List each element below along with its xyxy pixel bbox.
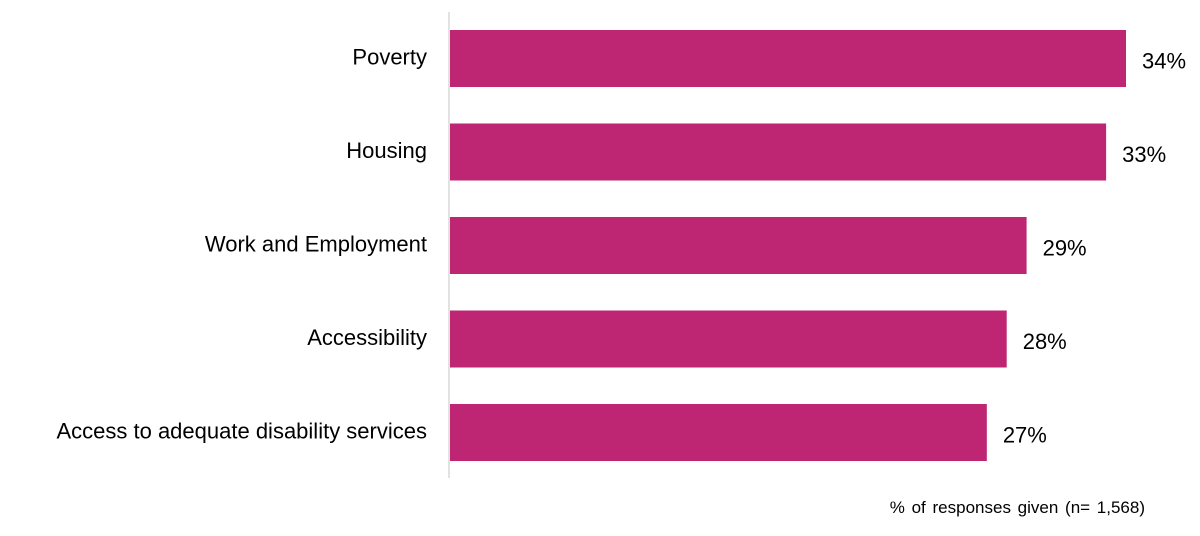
- category-label-1: Housing: [346, 138, 427, 163]
- value-label-4: 27%: [1003, 422, 1047, 447]
- bar-0: [450, 30, 1126, 87]
- value-label-2: 29%: [1043, 235, 1087, 260]
- category-label-3: Accessibility: [307, 325, 427, 350]
- value-label-3: 28%: [1023, 329, 1067, 354]
- bar-2: [450, 217, 1027, 274]
- value-label-1: 33%: [1122, 142, 1166, 167]
- category-label-4: Access to adequate disability services: [56, 418, 427, 443]
- bar-1: [450, 123, 1107, 181]
- x-axis-label: % of responses given (n= 1,568): [889, 498, 1145, 517]
- value-labels: 34% 33% 29% 28% 27%: [1003, 48, 1186, 447]
- category-label-2: Work and Employment: [205, 231, 427, 256]
- bar-4: [450, 404, 987, 461]
- category-label-0: Poverty: [352, 44, 427, 69]
- bars-group: [450, 30, 1126, 461]
- value-label-0: 34%: [1142, 48, 1186, 73]
- category-labels: Poverty Housing Work and Employment Accessi…: [56, 44, 427, 443]
- bar-3: [450, 310, 1007, 368]
